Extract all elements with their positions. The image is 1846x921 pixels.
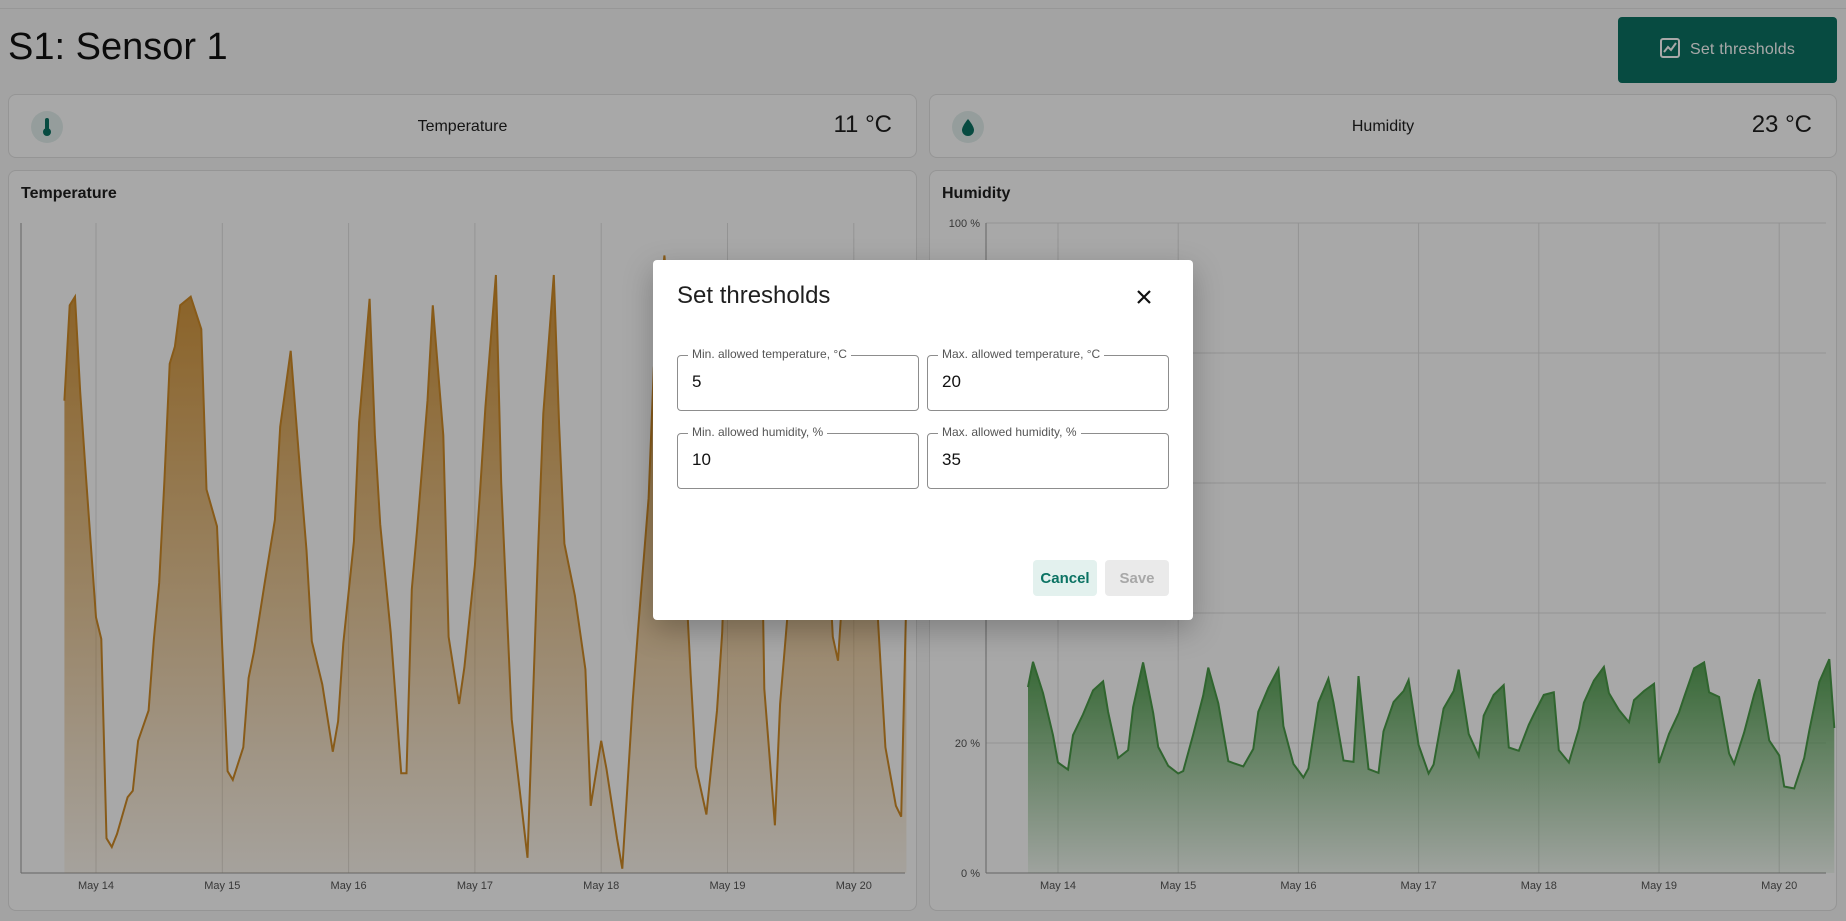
temperature-chart: May 14 May 15 May 16 May 17 May 18 May 19 May …	[20, 223, 908, 892]
chart-icon	[1659, 37, 1680, 63]
thermometer-icon	[31, 111, 63, 143]
temperature-summary-card: Temperature 11 °C	[8, 94, 917, 158]
y-tick-label: 0 %	[961, 868, 980, 880]
x-tick-label: May 19	[1641, 880, 1677, 892]
x-tick-label: May 20	[1761, 880, 1797, 892]
x-tick-label: May 20	[836, 880, 872, 892]
min-humidity-field: Min. allowed humidity, %	[677, 425, 919, 489]
y-tick-label: 20 %	[955, 738, 980, 750]
max-temperature-input[interactable]	[942, 372, 1152, 392]
min-humidity-input[interactable]	[692, 450, 902, 470]
x-tick-label: May 14	[78, 880, 114, 892]
min-temperature-label: Min. allowed temperature, °C	[688, 347, 851, 361]
min-temperature-input[interactable]	[692, 372, 902, 392]
water-drop-icon	[952, 111, 984, 143]
temperature-chart-title: Temperature	[21, 185, 117, 202]
close-button[interactable]	[1129, 282, 1159, 312]
max-humidity-field: Max. allowed humidity, %	[927, 425, 1169, 489]
dialog-title: Set thresholds	[677, 282, 831, 309]
x-tick-label: May 16	[331, 880, 367, 892]
y-tick-label: 100 %	[949, 218, 980, 230]
top-divider	[0, 8, 1846, 9]
min-temperature-field: Min. allowed temperature, °C	[677, 347, 919, 411]
set-thresholds-button[interactable]: Set thresholds	[1618, 17, 1837, 83]
close-icon	[1137, 290, 1151, 304]
series-line	[1027, 658, 1836, 790]
humidity-summary-label: Humidity	[1351, 118, 1415, 135]
series-area	[64, 255, 907, 873]
cancel-button[interactable]: Cancel	[1033, 560, 1097, 596]
x-tick-label: May 17	[457, 880, 493, 892]
humidity-summary-value: 23 °C	[1751, 111, 1812, 138]
x-tick-label: May 15	[204, 880, 240, 892]
temperature-summary-label: Temperature	[417, 118, 508, 135]
x-tick-label: May 16	[1280, 880, 1316, 892]
min-humidity-label: Min. allowed humidity, %	[688, 425, 828, 439]
x-tick-label: May 14	[1040, 880, 1076, 892]
x-tick-label: May 18	[1521, 880, 1557, 892]
x-tick-label: May 19	[709, 880, 745, 892]
temperature-summary-value: 11 °C	[833, 111, 892, 138]
x-tick-label: May 18	[583, 880, 619, 892]
humidity-summary-card: Humidity 23 °C	[929, 94, 1837, 158]
max-temperature-label: Max. allowed temperature, °C	[938, 347, 1105, 361]
save-button[interactable]: Save	[1105, 560, 1169, 596]
max-temperature-field: Max. allowed temperature, °C	[927, 347, 1169, 411]
set-thresholds-dialog: Set thresholds Min. allowed temperature,…	[653, 260, 1193, 620]
x-tick-label: May 15	[1160, 880, 1196, 892]
set-thresholds-label: Set thresholds	[1689, 41, 1796, 58]
max-humidity-input[interactable]	[942, 450, 1152, 470]
series-area	[1027, 659, 1835, 873]
humidity-chart-title: Humidity	[942, 185, 1011, 202]
max-humidity-label: Max. allowed humidity, %	[938, 425, 1081, 439]
x-tick-label: May 17	[1401, 880, 1437, 892]
page-title: S1: Sensor 1	[8, 26, 228, 68]
